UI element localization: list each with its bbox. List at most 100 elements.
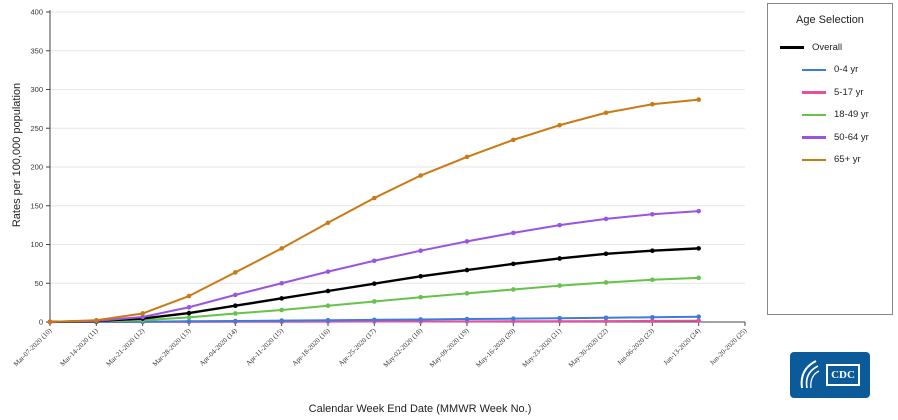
data-point[interactable] xyxy=(464,267,470,273)
data-point[interactable] xyxy=(186,310,192,316)
data-point[interactable] xyxy=(140,314,145,320)
data-point[interactable] xyxy=(650,318,655,324)
legend-swatch xyxy=(802,136,826,139)
legend-item-overall[interactable]: Overall xyxy=(768,36,892,59)
data-point[interactable] xyxy=(372,299,377,304)
data-point[interactable] xyxy=(47,319,53,325)
data-point[interactable] xyxy=(557,283,562,288)
x-tick-label: May-09-2020 (19) xyxy=(428,326,471,369)
data-point[interactable] xyxy=(603,315,609,321)
data-point[interactable] xyxy=(325,317,331,323)
data-point[interactable] xyxy=(372,281,377,286)
data-point[interactable] xyxy=(372,317,377,323)
data-point[interactable] xyxy=(603,216,609,222)
legend-label: 18-49 yr xyxy=(834,109,869,121)
data-point[interactable] xyxy=(233,270,238,275)
data-point[interactable] xyxy=(557,315,562,321)
x-tick-label: May-30-2020 (22) xyxy=(567,326,610,369)
data-point[interactable] xyxy=(418,173,423,178)
data-point[interactable] xyxy=(325,303,331,309)
data-point[interactable] xyxy=(233,292,238,298)
legend-swatch xyxy=(802,68,826,71)
data-point[interactable] xyxy=(464,316,470,322)
legend-label: 0-4 yr xyxy=(834,64,859,76)
data-point[interactable] xyxy=(557,222,562,228)
data-point[interactable] xyxy=(511,261,516,267)
y-tick-label: 200 xyxy=(30,163,43,172)
y-tick-label: 300 xyxy=(30,85,43,94)
data-point[interactable] xyxy=(650,248,655,253)
data-point[interactable] xyxy=(279,280,284,286)
y-tick-label: 350 xyxy=(30,46,43,55)
legend-title: Age Selection xyxy=(796,14,864,26)
data-point[interactable] xyxy=(511,230,516,236)
legend-item-5-17-yr[interactable]: 5-17 yr xyxy=(768,81,892,104)
x-tick-label: Apr-25-2020 (17) xyxy=(337,326,378,367)
x-axis-ticks: Mar-07-2020 (10) Mar-14-2020 (11) Mar-21-2… xyxy=(12,322,749,369)
data-point[interactable] xyxy=(186,315,192,320)
data-point[interactable] xyxy=(650,277,655,283)
data-point[interactable] xyxy=(557,256,562,261)
data-point[interactable] xyxy=(511,287,516,292)
data-point[interactable] xyxy=(418,294,423,300)
data-point[interactable] xyxy=(372,195,377,201)
data-point[interactable] xyxy=(650,314,655,320)
data-point[interactable] xyxy=(279,296,284,301)
x-tick-label: Jun-20-2020 (25) xyxy=(708,326,749,367)
legend-item-50-64-yr[interactable]: 50-64 yr xyxy=(768,126,892,149)
cdc-logo[interactable]: CDC xyxy=(790,352,870,398)
data-point[interactable] xyxy=(696,318,701,324)
x-tick-label: May-02-2020 (18) xyxy=(382,326,425,369)
data-point[interactable] xyxy=(140,311,145,316)
data-point[interactable] xyxy=(696,275,701,281)
data-point[interactable] xyxy=(603,318,609,324)
cdc-logo-text: CDC xyxy=(826,364,860,386)
series-0-4-yr xyxy=(47,314,701,325)
data-point[interactable] xyxy=(325,288,331,294)
data-point[interactable] xyxy=(603,280,609,285)
data-point[interactable] xyxy=(696,97,701,102)
data-point[interactable] xyxy=(603,110,609,116)
series-line xyxy=(49,210,699,323)
legend: Age Selection Overall 0-4 yr 5-17 yr 18-49 … xyxy=(767,3,893,315)
data-point[interactable] xyxy=(233,318,238,324)
data-point[interactable] xyxy=(186,293,192,299)
legend-item-18-49-yr[interactable]: 18-49 yr xyxy=(768,104,892,127)
data-point[interactable] xyxy=(418,317,423,322)
data-point[interactable] xyxy=(418,248,423,253)
data-point[interactable] xyxy=(464,239,470,244)
data-point[interactable] xyxy=(279,246,284,251)
legend-swatch xyxy=(780,45,804,49)
data-point[interactable] xyxy=(650,101,655,107)
data-point[interactable] xyxy=(418,273,423,279)
data-point[interactable] xyxy=(186,319,192,324)
series-overall xyxy=(47,246,701,325)
y-tick-label: 0 xyxy=(39,318,43,327)
data-point[interactable] xyxy=(511,137,516,143)
data-point[interactable] xyxy=(650,211,655,217)
data-point[interactable] xyxy=(557,122,562,128)
data-point[interactable] xyxy=(696,246,701,251)
gridlines xyxy=(50,11,745,284)
x-tick-label: Apr-11-2020 (15) xyxy=(244,326,285,367)
x-tick-label: Mar-14-2020 (11) xyxy=(58,326,100,368)
data-point[interactable] xyxy=(511,316,516,321)
data-point[interactable] xyxy=(94,317,99,323)
data-point[interactable] xyxy=(279,307,284,313)
data-point[interactable] xyxy=(464,154,470,160)
hhs-eagle-icon xyxy=(800,360,820,389)
legend-item-65-yr[interactable]: 65+ yr xyxy=(768,149,892,172)
data-point[interactable] xyxy=(233,303,238,309)
data-point[interactable] xyxy=(464,291,470,296)
data-point[interactable] xyxy=(279,318,284,323)
data-point[interactable] xyxy=(186,304,192,310)
data-point[interactable] xyxy=(372,258,377,264)
data-point[interactable] xyxy=(696,208,701,214)
x-tick-label: Apr-04-2020 (14) xyxy=(198,326,239,367)
data-point[interactable] xyxy=(696,314,701,320)
data-point[interactable] xyxy=(325,220,331,226)
legend-item-0-4-yr[interactable]: 0-4 yr xyxy=(768,59,892,82)
data-point[interactable] xyxy=(325,269,331,274)
data-point[interactable] xyxy=(233,311,238,316)
data-point[interactable] xyxy=(603,251,609,257)
